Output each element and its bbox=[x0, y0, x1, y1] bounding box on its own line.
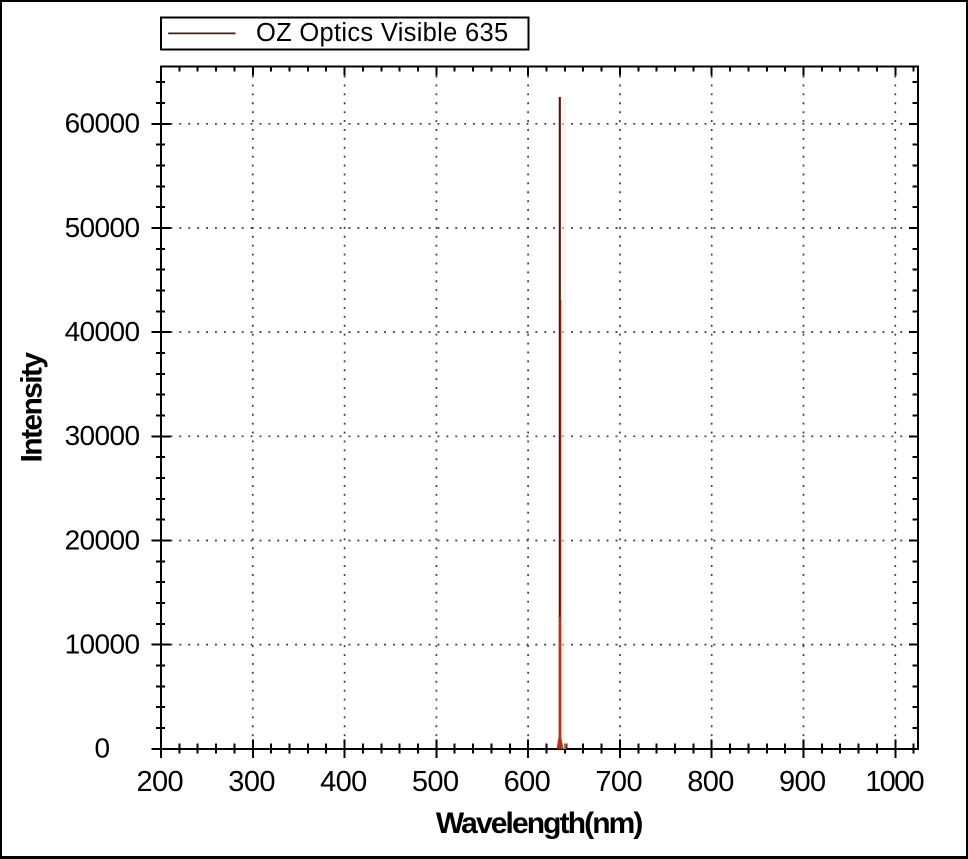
svg-text:400: 400 bbox=[320, 766, 367, 798]
svg-text:30000: 30000 bbox=[65, 420, 140, 451]
svg-text:700: 700 bbox=[595, 766, 642, 798]
svg-text:1000: 1000 bbox=[865, 766, 923, 798]
svg-text:0: 0 bbox=[95, 733, 110, 764]
svg-text:500: 500 bbox=[412, 766, 459, 798]
svg-text:OZ Optics Visible 635: OZ Optics Visible 635 bbox=[256, 19, 508, 47]
svg-text:60000: 60000 bbox=[65, 108, 140, 139]
svg-text:800: 800 bbox=[687, 766, 734, 798]
svg-text:600: 600 bbox=[504, 766, 551, 798]
svg-text:Wavelength(nm): Wavelength(nm) bbox=[436, 807, 643, 840]
svg-text:40000: 40000 bbox=[65, 316, 140, 347]
svg-text:300: 300 bbox=[228, 766, 275, 798]
svg-text:200: 200 bbox=[137, 766, 184, 798]
svg-text:Intensity: Intensity bbox=[15, 352, 48, 463]
svg-text:50000: 50000 bbox=[65, 212, 140, 243]
svg-text:10000: 10000 bbox=[65, 629, 140, 660]
svg-text:900: 900 bbox=[779, 766, 826, 798]
svg-text:20000: 20000 bbox=[65, 524, 140, 555]
